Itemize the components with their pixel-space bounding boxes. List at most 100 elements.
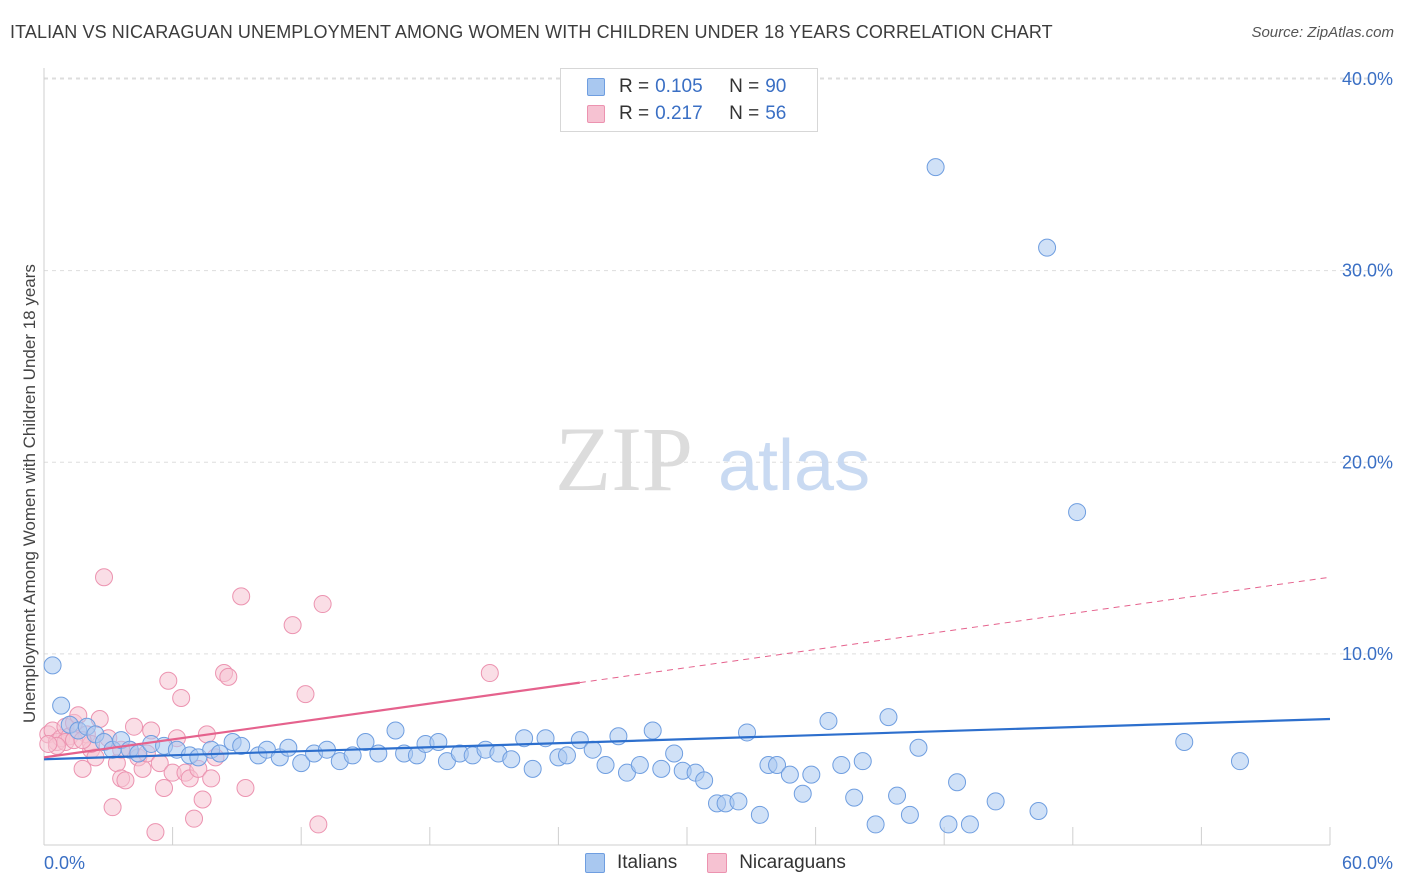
nicaraguans-point: [39, 734, 58, 753]
trend-lines: [43, 576, 1331, 761]
nicaraguans-point: [480, 664, 499, 683]
italians-point: [695, 771, 714, 790]
y-tick-label: 30.0%: [1342, 261, 1393, 281]
italians-point: [232, 736, 251, 755]
italians-trend-line: [43, 717, 1331, 761]
legend-row-nicaraguans: R = 0.217 N = 56: [587, 102, 786, 126]
italians-point: [596, 756, 615, 775]
nicaraguans-trend-line: [43, 681, 580, 759]
nicaraguans-point: [155, 779, 174, 798]
italians-point: [630, 756, 649, 775]
nicaraguans-point: [95, 568, 114, 587]
italians-point: [52, 696, 71, 715]
y-tick-label: 20.0%: [1342, 452, 1393, 472]
italians-point: [845, 788, 864, 807]
y-tick-label: 40.0%: [1342, 69, 1393, 89]
italians-point: [643, 721, 662, 740]
italians-legend-label: Italians: [617, 852, 678, 873]
italians-point: [43, 656, 62, 675]
nicaraguans-point: [125, 717, 144, 736]
chart-title: ITALIAN VS NICARAGUAN UNEMPLOYMENT AMONG…: [10, 22, 1053, 42]
nicaraguans-point: [159, 671, 178, 690]
italians-point: [665, 744, 684, 763]
nicaraguans-legend-swatch: [707, 853, 728, 873]
nicaraguans-point: [172, 688, 191, 707]
italians-point: [356, 733, 375, 752]
nicaraguans-point: [146, 823, 165, 842]
nicaraguans-point: [116, 771, 135, 790]
nicaraguans-point: [236, 779, 255, 798]
italians-point: [939, 815, 958, 834]
nicaraguans-point: [202, 769, 221, 788]
italians-point: [832, 756, 851, 775]
nicaraguans-point: [133, 759, 152, 778]
x-tick-label: 0.0%: [44, 853, 85, 873]
italians-point: [793, 784, 812, 803]
legend-row-italians: R = 0.105 N = 90: [587, 75, 786, 99]
r-label: R =: [619, 103, 650, 124]
nicaraguans-swatch: [587, 105, 605, 123]
italians-point: [879, 708, 898, 727]
italians-point: [279, 738, 298, 757]
italians-point: [583, 740, 602, 759]
italians-point: [948, 773, 967, 792]
nicaraguans-point: [219, 667, 238, 686]
italians-point: [819, 711, 838, 730]
watermark-atlas: atlas: [718, 426, 870, 506]
r-value-italians: 0.105: [655, 76, 703, 97]
n-label: N =: [729, 76, 760, 97]
nicaraguans-legend-label: Nicaraguans: [739, 852, 846, 873]
italians-point: [750, 805, 769, 824]
italians-point: [802, 765, 821, 784]
nicaraguans-trend-extension: [579, 576, 1331, 684]
y-tick-label: 10.0%: [1342, 644, 1393, 664]
nicaraguans-point: [296, 685, 315, 704]
italians-point: [1230, 752, 1249, 771]
x-tick-label: 60.0%: [1342, 853, 1393, 873]
nicaraguans-point: [103, 798, 122, 817]
italians-point: [652, 759, 671, 778]
watermark: ZIP atlas: [555, 408, 870, 510]
italians-point: [888, 786, 907, 805]
nicaraguans-point: [313, 595, 332, 614]
italians-point: [1068, 503, 1087, 522]
italians-point: [1038, 238, 1057, 257]
italians-point: [960, 815, 979, 834]
watermark-zip: ZIP: [555, 408, 693, 510]
italians-legend-swatch: [585, 853, 605, 873]
nicaraguans-point: [193, 790, 212, 809]
n-value-nicaraguans: 56: [765, 103, 787, 124]
nicaraguans-point: [73, 759, 92, 778]
italians-point: [900, 805, 919, 824]
nicaraguans-point: [185, 809, 204, 828]
nicaraguans-point: [232, 587, 251, 606]
italians-point: [386, 721, 405, 740]
italians-point: [292, 754, 311, 773]
italians-point: [1175, 733, 1194, 752]
r-value-nicaraguans: 0.217: [655, 103, 703, 124]
italians-point: [557, 746, 576, 765]
italians-point: [909, 738, 928, 757]
italians-point: [515, 729, 534, 748]
legend-item-nicaraguans[interactable]: Nicaraguans: [707, 852, 846, 874]
italians-point: [853, 752, 872, 771]
italians-point: [780, 765, 799, 784]
r-label: R =: [619, 76, 650, 97]
correlation-legend: R = 0.105 N = 90 R = 0.217 N = 56: [560, 68, 818, 132]
nicaraguans-point: [309, 815, 328, 834]
italians-swatch: [587, 78, 605, 96]
italians-point: [523, 759, 542, 778]
legend-item-italians[interactable]: Italians: [585, 852, 677, 874]
n-label: N =: [729, 103, 760, 124]
italians-point: [570, 731, 589, 750]
italians-point: [866, 815, 885, 834]
italians-point: [986, 792, 1005, 811]
italians-point: [1029, 802, 1048, 821]
italians-point: [926, 158, 945, 177]
source-label: Source: ZipAtlas.com: [1251, 24, 1394, 41]
axes: [43, 68, 1331, 846]
tick-labels: 10.0% 20.0% 30.0% 40.0% 0.0% 60.0%: [44, 69, 1393, 873]
italians-point: [768, 756, 787, 775]
italians-point: [343, 746, 362, 765]
